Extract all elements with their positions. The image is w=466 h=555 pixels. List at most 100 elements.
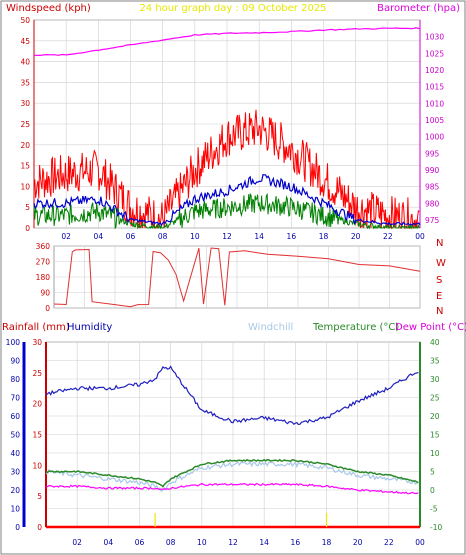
y-tick-label-temperature: 25 <box>430 394 440 403</box>
y-tick-label-right: 980 <box>425 199 440 208</box>
x-tick-label: 20 <box>353 538 363 547</box>
windchill-series <box>45 460 419 493</box>
x-tick-label: 10 <box>197 538 207 547</box>
y-tick-label-left: 15 <box>20 162 30 171</box>
x-tick-label: 04 <box>104 538 114 547</box>
y-tick-label-right: 995 <box>425 149 440 158</box>
y-tick-label-humidity: 60 <box>10 412 20 421</box>
y-tick-label-right: 1030 <box>425 33 444 42</box>
wind-gust-series <box>33 109 420 230</box>
y-tick-label-direction: 360 <box>36 242 51 251</box>
y-tick-label-humidity: 70 <box>10 394 20 403</box>
y-tick-label-temperature: 40 <box>430 338 440 347</box>
x-tick-label: 08 <box>158 232 168 241</box>
legend-dewpoint: Dew Point (°C) <box>395 322 466 333</box>
x-tick-label: 12 <box>222 232 232 241</box>
y-tick-label-rain: 25 <box>32 369 42 378</box>
dewpoint-series <box>45 482 419 495</box>
x-tick-label: 08 <box>166 538 176 547</box>
y-tick-label-direction: 90 <box>40 289 50 298</box>
x-tick-label: 14 <box>259 538 269 547</box>
x-tick-label: 00 <box>415 538 425 547</box>
y-tick-label-rain: 10 <box>32 461 42 470</box>
temperature-series <box>45 458 419 488</box>
y-tick-label-rain: 15 <box>32 431 42 440</box>
x-tick-label: 20 <box>351 232 361 241</box>
compass-label-e: E <box>436 291 442 302</box>
y-tick-label-humidity: 100 <box>6 338 21 347</box>
y-tick-label-temperature: 20 <box>430 412 440 421</box>
y-tick-label-humidity: 20 <box>10 486 20 495</box>
y-tick-label-humidity: 50 <box>10 431 20 440</box>
y-tick-label-humidity: 0 <box>15 523 20 532</box>
y-tick-label-right: 1000 <box>425 133 444 142</box>
y-tick-label-right: 985 <box>425 183 440 192</box>
x-tick-label: 22 <box>383 232 393 241</box>
header-barometer-label: Barometer (hpa) <box>377 3 460 14</box>
y-tick-label-humidity: 10 <box>10 505 20 514</box>
y-tick-label-right: 1020 <box>425 66 444 75</box>
y-tick-label-rain: 0 <box>37 523 42 532</box>
y-tick-label-right: 1005 <box>425 116 444 125</box>
y-tick-label-left: 50 <box>20 16 30 25</box>
y-tick-label-left: 0 <box>25 224 30 233</box>
y-tick-label-humidity: 90 <box>10 357 20 366</box>
y-tick-label-left: 45 <box>20 37 30 46</box>
y-tick-label-direction: 0 <box>45 304 50 313</box>
x-tick-label: 02 <box>61 232 71 241</box>
y-tick-label-left: 20 <box>20 141 30 150</box>
wind-direction-panel: 0 90 180 270 360 <box>36 242 421 313</box>
x-tick-label: 06 <box>135 538 145 547</box>
y-tick-label-left: 25 <box>20 120 30 129</box>
y-tick-label-temperature: -10 <box>430 523 442 532</box>
y-tick-label-rain: 30 <box>32 338 42 347</box>
y-tick-label-temperature: 0 <box>430 486 435 495</box>
y-tick-label-temperature: -5 <box>430 505 438 514</box>
y-tick-label-right: 975 <box>425 216 440 225</box>
x-tick-label: 06 <box>126 232 136 241</box>
y-tick-label-right: 1015 <box>425 83 444 92</box>
legend-humidity: Humidity <box>67 322 112 333</box>
y-tick-label-humidity: 40 <box>10 449 20 458</box>
y-tick-label-direction: 180 <box>36 273 51 282</box>
y-tick-label-right: 1010 <box>425 99 444 108</box>
header-date-label: 24 hour graph day : 09 October 2025 <box>139 3 326 14</box>
wind-direction-series <box>53 247 421 308</box>
y-tick-label-rain: 20 <box>32 400 42 409</box>
compass-label-s: S <box>436 275 442 286</box>
y-tick-label-temperature: 15 <box>430 431 440 440</box>
x-tick-label: 00 <box>415 232 425 241</box>
x-tick-label: 12 <box>228 538 238 547</box>
header-windspeed-label: Windspeed (kph) <box>6 3 91 14</box>
humidity-series <box>45 365 419 426</box>
y-tick-label-right: 1025 <box>425 49 444 58</box>
y-tick-label-left: 40 <box>20 58 30 67</box>
y-tick-label-humidity: 30 <box>10 468 20 477</box>
y-tick-label-humidity: 80 <box>10 375 20 384</box>
y-tick-label-temperature: 35 <box>430 357 440 366</box>
y-tick-label-left: 10 <box>20 182 30 191</box>
x-tick-label: 16 <box>287 232 297 241</box>
y-tick-label-temperature: 30 <box>430 375 440 384</box>
compass-label-n: N <box>436 306 443 317</box>
barometer-series <box>33 27 421 57</box>
temperature-humidity-panel: 02 04 06 08 10 12 14 16 18 20 22 000102030405060708… <box>6 338 443 547</box>
y-tick-label-temperature: 10 <box>430 449 440 458</box>
x-tick-label: 04 <box>94 232 104 241</box>
x-tick-label: 18 <box>319 232 329 241</box>
legend-rainfall: Rainfall (mm) <box>2 322 70 333</box>
x-tick-label: 18 <box>322 538 332 547</box>
x-tick-label: 02 <box>72 538 82 547</box>
legend-temperature: Temperature (°C) <box>312 322 399 333</box>
y-tick-label-temperature: 5 <box>430 468 435 477</box>
y-tick-label-direction: 270 <box>36 258 51 267</box>
y-tick-label-rain: 5 <box>37 492 42 501</box>
y-tick-label-left: 30 <box>20 99 30 108</box>
x-tick-label: 10 <box>190 232 200 241</box>
x-tick-label: 22 <box>384 538 394 547</box>
y-tick-label-left: 35 <box>20 78 30 87</box>
x-tick-label: 16 <box>291 538 301 547</box>
